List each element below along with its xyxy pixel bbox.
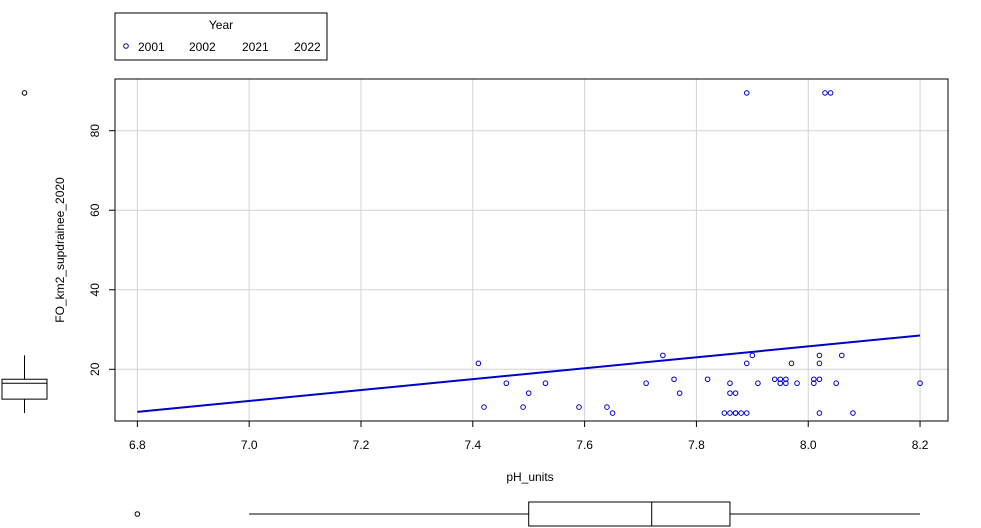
legend-entry-2002: 2002	[189, 40, 216, 54]
data-point	[838, 352, 845, 359]
data-point	[481, 404, 487, 410]
trend-line	[137, 334, 921, 413]
data-point	[671, 376, 677, 383]
data-point	[503, 380, 510, 387]
data-point	[732, 390, 739, 396]
data-point	[783, 376, 789, 383]
data-point	[816, 352, 823, 359]
y-marginal-boxplot	[1, 90, 48, 414]
data-point	[749, 352, 756, 359]
y-tick-label-3: 80	[88, 124, 102, 138]
legend-entry-2001: 2001	[138, 40, 165, 54]
x-marginal-boxplot	[134, 501, 921, 527]
legend-title: Year	[209, 18, 233, 32]
data-point	[727, 390, 733, 396]
data-point	[917, 380, 923, 387]
data-point	[475, 360, 482, 367]
x-tick-label-6: 8.0	[800, 438, 817, 452]
y-axis-title: FO_km2_supdrainee_2020	[53, 177, 67, 323]
data-point	[743, 410, 750, 416]
x-tick-label-3: 7.4	[464, 438, 481, 452]
data-point	[822, 90, 828, 96]
legend: Year 2001 2002 2021 2022	[114, 12, 328, 61]
data-point	[738, 410, 744, 416]
data-point	[609, 410, 616, 416]
data-point	[704, 376, 711, 383]
data-point	[727, 410, 733, 416]
x-tick-label-1: 7.0	[241, 438, 258, 452]
y-tick-label-0: 20	[88, 362, 102, 376]
data-point	[777, 380, 784, 387]
data-point	[542, 380, 549, 387]
y-tick-label-1: 40	[88, 283, 102, 297]
data-point	[777, 376, 784, 383]
data-point	[660, 352, 666, 359]
data-point	[676, 390, 683, 396]
trend-line-group	[137, 334, 921, 413]
x-tick-label-4: 7.6	[576, 438, 593, 452]
data-point	[743, 360, 750, 367]
x-axis-title: pH_units	[506, 470, 553, 484]
data-point	[788, 360, 795, 367]
data-point	[783, 380, 789, 387]
y-box-iqr	[1, 378, 48, 400]
y-tick-label-2: 60	[88, 203, 102, 217]
data-point	[576, 404, 582, 410]
data-points	[475, 90, 923, 416]
data-point	[771, 376, 778, 383]
x-box-iqr	[528, 501, 731, 527]
legend-entry-2022: 2022	[294, 40, 321, 54]
x-tick-label-0: 6.8	[129, 438, 146, 452]
data-point	[811, 376, 817, 383]
data-point	[743, 90, 750, 96]
y-axis: 20 40 60 80	[88, 124, 116, 376]
data-point	[732, 410, 739, 416]
data-point	[755, 380, 761, 387]
data-point	[816, 410, 823, 416]
legend-box	[114, 12, 328, 61]
data-point	[850, 410, 856, 416]
data-point	[721, 410, 728, 416]
data-point	[833, 380, 839, 387]
data-point	[827, 90, 834, 96]
x-axis: 6.8 7.0 7.2 7.4 7.6 7.8 8.0 8.2	[129, 420, 929, 452]
x-tick-label-2: 7.2	[353, 438, 370, 452]
data-point	[727, 380, 733, 387]
legend-entry-2021: 2021	[242, 40, 269, 54]
legend-marker	[123, 43, 129, 49]
data-point	[816, 376, 823, 383]
x-tick-label-5: 7.8	[688, 438, 705, 452]
y-box-outlier	[21, 90, 28, 96]
data-point	[794, 380, 800, 387]
x-box-outlier	[134, 511, 141, 517]
data-point	[520, 404, 526, 410]
x-tick-label-7: 8.2	[912, 438, 929, 452]
data-point	[525, 390, 532, 396]
data-point	[604, 404, 610, 410]
grid-lines	[115, 79, 948, 421]
data-point	[816, 360, 823, 367]
data-point	[643, 380, 649, 387]
data-point	[811, 380, 817, 387]
